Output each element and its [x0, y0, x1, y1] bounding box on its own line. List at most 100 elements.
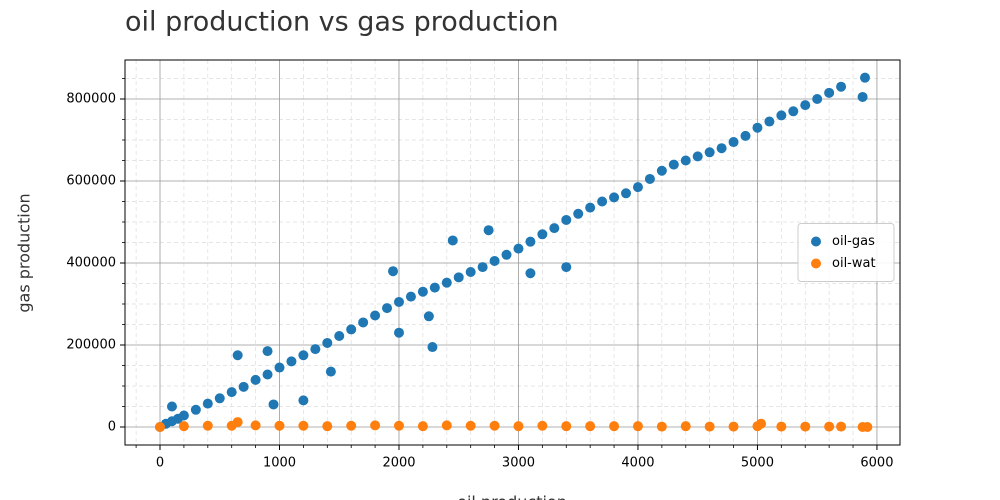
point [262, 369, 273, 380]
point [310, 344, 321, 355]
point [417, 421, 428, 432]
legend-label: oil-wat [832, 256, 876, 271]
legend-marker [811, 258, 821, 269]
point [382, 303, 393, 314]
point [393, 327, 404, 338]
point [776, 110, 787, 121]
point [788, 106, 799, 117]
point [358, 317, 369, 328]
point [728, 137, 739, 148]
chart-title: oil production vs gas production [125, 7, 559, 38]
point [429, 282, 440, 293]
point [862, 422, 873, 433]
point [417, 286, 428, 297]
point [274, 420, 285, 431]
point [704, 421, 715, 432]
point [656, 421, 667, 432]
point [286, 356, 297, 367]
y-tick-label: 400000 [66, 255, 116, 270]
point [537, 420, 548, 431]
point [656, 165, 667, 176]
legend-marker [811, 236, 821, 247]
point [178, 421, 189, 432]
point [632, 182, 643, 193]
point [393, 420, 404, 431]
point [322, 337, 333, 348]
point [859, 72, 870, 83]
point [393, 296, 404, 307]
point [857, 91, 868, 102]
x-tick-label: 0 [156, 456, 164, 471]
point [226, 387, 237, 398]
point [740, 130, 751, 141]
point [250, 374, 261, 385]
legend-label: oil-gas [832, 234, 875, 249]
point [298, 395, 309, 406]
point [489, 255, 500, 266]
point [346, 420, 357, 431]
series [155, 417, 873, 433]
point [561, 421, 572, 432]
point [166, 401, 177, 412]
point [190, 404, 201, 415]
point [800, 100, 811, 111]
point [298, 350, 309, 361]
point [668, 159, 679, 170]
point [836, 81, 847, 92]
point [447, 235, 458, 246]
point [812, 93, 823, 104]
point [561, 214, 572, 225]
legend-box [797, 223, 895, 282]
point [178, 410, 189, 421]
point [728, 421, 739, 432]
x-tick-label: 5000 [741, 456, 774, 471]
point [800, 421, 811, 432]
point [680, 155, 691, 166]
point [453, 272, 464, 283]
point [370, 420, 381, 431]
point [632, 421, 643, 432]
series [155, 72, 870, 433]
point [597, 196, 608, 207]
point [465, 267, 476, 278]
plot-frame [124, 59, 901, 446]
point [824, 421, 835, 432]
point [325, 366, 336, 377]
point [525, 268, 536, 279]
point [346, 324, 357, 335]
y-tick-label: 600000 [66, 173, 116, 188]
point [370, 310, 381, 321]
point [549, 223, 560, 234]
point [298, 420, 309, 431]
point [477, 262, 488, 273]
x-tick-label: 3000 [502, 456, 535, 471]
y-tick-label: 800000 [66, 91, 116, 106]
point [776, 421, 787, 432]
point [232, 350, 243, 361]
point [441, 420, 452, 431]
x-tick-label: 4000 [621, 456, 654, 471]
point [680, 421, 691, 432]
x-axis-label: oil production [457, 493, 567, 500]
point [483, 225, 494, 236]
x-tick-label: 2000 [382, 456, 415, 471]
point [202, 420, 213, 431]
point [704, 147, 715, 158]
point [525, 236, 536, 247]
y-tick-label: 0 [108, 420, 116, 435]
point [644, 173, 655, 184]
point [609, 421, 620, 432]
x-tick-label: 6000 [860, 456, 893, 471]
point [427, 342, 438, 353]
point [423, 311, 434, 322]
point [238, 381, 249, 392]
point [501, 249, 512, 260]
point [441, 277, 452, 288]
point [585, 202, 596, 213]
point [824, 87, 835, 98]
point [836, 421, 847, 432]
y-tick-label: 200000 [66, 337, 116, 352]
point [609, 192, 620, 203]
point [232, 417, 243, 428]
